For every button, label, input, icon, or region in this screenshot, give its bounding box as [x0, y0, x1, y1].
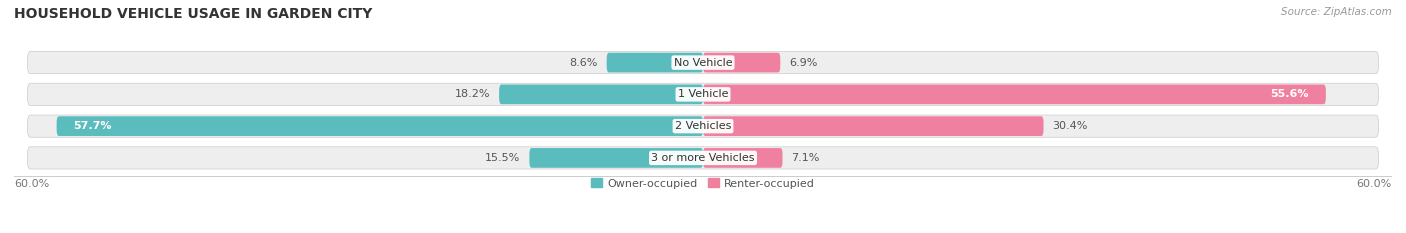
FancyBboxPatch shape	[703, 85, 1326, 104]
FancyBboxPatch shape	[28, 51, 1378, 74]
Text: 8.6%: 8.6%	[569, 58, 598, 68]
Text: 3 or more Vehicles: 3 or more Vehicles	[651, 153, 755, 163]
FancyBboxPatch shape	[28, 147, 1378, 169]
Text: Source: ZipAtlas.com: Source: ZipAtlas.com	[1281, 7, 1392, 17]
Text: 2 Vehicles: 2 Vehicles	[675, 121, 731, 131]
FancyBboxPatch shape	[28, 115, 1378, 137]
FancyBboxPatch shape	[703, 116, 1043, 136]
Text: 60.0%: 60.0%	[14, 179, 49, 189]
Text: 30.4%: 30.4%	[1053, 121, 1088, 131]
Text: 7.1%: 7.1%	[792, 153, 820, 163]
Text: 18.2%: 18.2%	[454, 89, 491, 99]
FancyBboxPatch shape	[56, 116, 703, 136]
Text: 57.7%: 57.7%	[73, 121, 112, 131]
Text: 60.0%: 60.0%	[1357, 179, 1392, 189]
FancyBboxPatch shape	[530, 148, 703, 168]
Text: 1 Vehicle: 1 Vehicle	[678, 89, 728, 99]
FancyBboxPatch shape	[703, 53, 780, 72]
Text: 6.9%: 6.9%	[789, 58, 818, 68]
Text: 15.5%: 15.5%	[485, 153, 520, 163]
FancyBboxPatch shape	[28, 83, 1378, 106]
Text: HOUSEHOLD VEHICLE USAGE IN GARDEN CITY: HOUSEHOLD VEHICLE USAGE IN GARDEN CITY	[14, 7, 373, 21]
Legend: Owner-occupied, Renter-occupied: Owner-occupied, Renter-occupied	[586, 174, 820, 193]
FancyBboxPatch shape	[703, 148, 783, 168]
Text: No Vehicle: No Vehicle	[673, 58, 733, 68]
Text: 55.6%: 55.6%	[1271, 89, 1309, 99]
FancyBboxPatch shape	[499, 85, 703, 104]
FancyBboxPatch shape	[606, 53, 703, 72]
